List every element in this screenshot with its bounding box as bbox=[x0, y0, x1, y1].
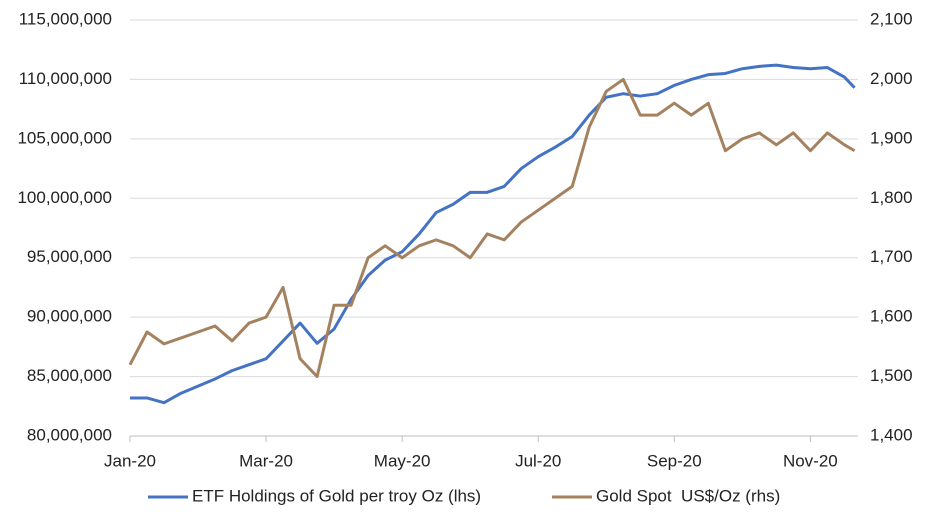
y-tick-label: 110,000,000 bbox=[19, 69, 112, 88]
y-tick-label: 95,000,000 bbox=[27, 247, 112, 266]
y2-tick-label: 2,000 bbox=[870, 69, 913, 88]
y2-tick-label: 1,400 bbox=[870, 425, 913, 444]
legend-label: ETF Holdings of Gold per troy Oz (lhs) bbox=[192, 486, 481, 505]
x-tick-label: Nov-20 bbox=[783, 451, 838, 470]
y2-tick-label: 2,100 bbox=[870, 9, 913, 28]
y2-tick-label: 1,700 bbox=[870, 247, 913, 266]
y-tick-label: 115,000,000 bbox=[19, 9, 112, 28]
y-tick-label: 100,000,000 bbox=[17, 188, 112, 207]
series-line bbox=[130, 63, 856, 405]
y-tick-label: 90,000,000 bbox=[27, 307, 112, 326]
legend-label: Gold Spot US$/Oz (rhs) bbox=[596, 486, 780, 505]
y-tick-label: 85,000,000 bbox=[27, 366, 112, 385]
x-tick-label: Sep-20 bbox=[647, 451, 702, 470]
y-tick-label: 105,000,000 bbox=[17, 128, 112, 147]
y-tick-label: 80,000,000 bbox=[27, 425, 112, 444]
y2-tick-label: 1,600 bbox=[870, 307, 913, 326]
x-tick-label: Mar-20 bbox=[239, 451, 293, 470]
y2-tick-label: 1,800 bbox=[870, 188, 913, 207]
y2-tick-label: 1,500 bbox=[870, 366, 913, 385]
x-tick-label: Jan-20 bbox=[104, 451, 156, 470]
y2-tick-label: 1,900 bbox=[870, 128, 913, 147]
x-tick-label: May-20 bbox=[374, 451, 431, 470]
x-tick-label: Jul-20 bbox=[515, 451, 561, 470]
series-line bbox=[128, 77, 856, 379]
